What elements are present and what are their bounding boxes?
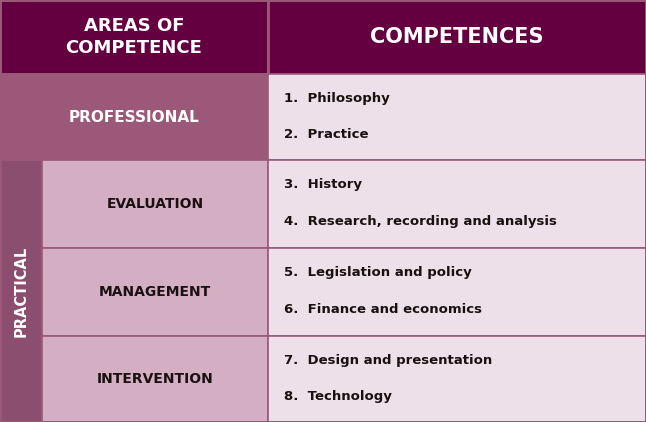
Text: 3.  History: 3. History — [284, 179, 362, 192]
Text: MANAGEMENT: MANAGEMENT — [99, 285, 211, 299]
Text: INTERVENTION: INTERVENTION — [97, 372, 213, 386]
Text: 6.  Finance and economics: 6. Finance and economics — [284, 303, 483, 316]
Bar — [0, 160, 42, 422]
Bar — [0, 74, 268, 160]
Bar — [42, 336, 268, 422]
Bar — [42, 160, 268, 248]
Bar — [42, 248, 268, 336]
Text: AREAS OF
COMPETENCE: AREAS OF COMPETENCE — [66, 17, 202, 57]
Bar — [268, 160, 646, 248]
Bar — [268, 248, 646, 336]
Bar — [268, 336, 646, 422]
Bar — [268, 74, 646, 160]
Bar — [0, 0, 268, 74]
Text: COMPETENCES: COMPETENCES — [370, 27, 544, 47]
Text: PRACTICAL: PRACTICAL — [14, 246, 28, 337]
Text: 5.  Legislation and policy: 5. Legislation and policy — [284, 266, 472, 279]
Text: PROFESSIONAL: PROFESSIONAL — [68, 110, 200, 124]
Text: 1.  Philosophy: 1. Philosophy — [284, 92, 390, 105]
Text: EVALUATION: EVALUATION — [107, 197, 203, 211]
Text: 2.  Practice: 2. Practice — [284, 128, 369, 141]
Text: 7.  Design and presentation: 7. Design and presentation — [284, 354, 492, 367]
Text: 8.  Technology: 8. Technology — [284, 390, 392, 403]
Text: 4.  Research, recording and analysis: 4. Research, recording and analysis — [284, 215, 557, 228]
Bar — [268, 0, 646, 74]
